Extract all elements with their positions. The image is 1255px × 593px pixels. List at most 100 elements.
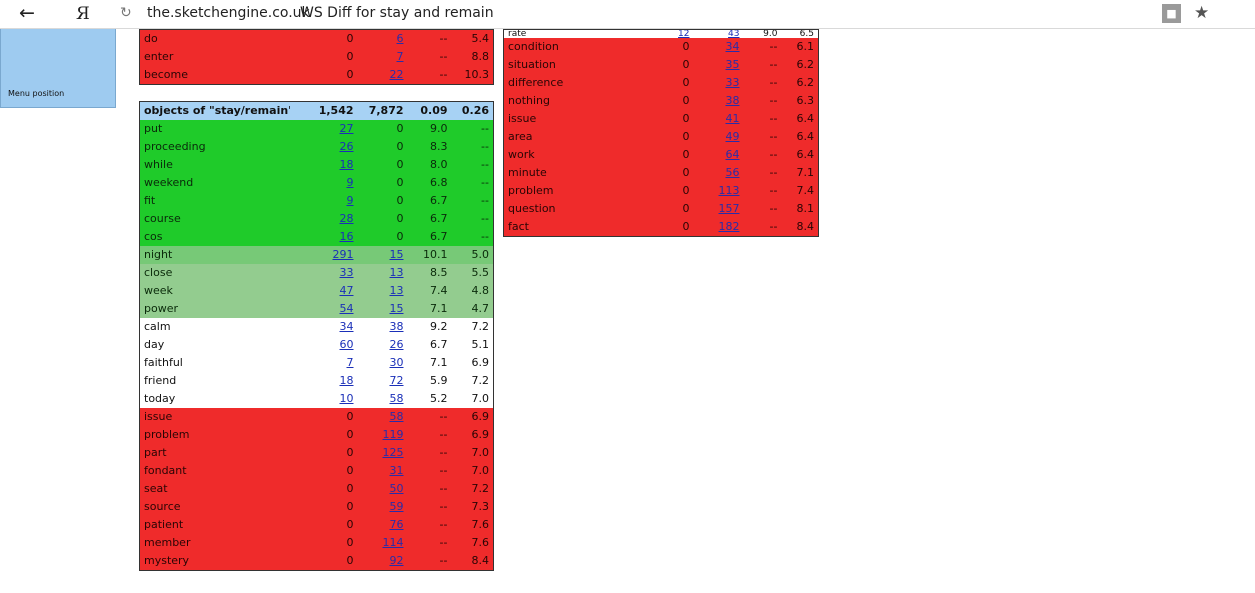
row-count-2[interactable]: 15	[357, 246, 408, 264]
row-count-1[interactable]: 27	[289, 120, 358, 138]
row-count-2[interactable]: 43	[693, 29, 744, 39]
row-count-2[interactable]: 72	[357, 372, 408, 390]
row-count-1-link[interactable]: 28	[339, 212, 354, 225]
row-count-1[interactable]: 34	[289, 318, 358, 336]
row-count-1[interactable]: 47	[289, 282, 358, 300]
row-count-1-link[interactable]: 33	[339, 266, 354, 279]
row-count-2[interactable]: 13	[357, 282, 408, 300]
row-count-2-link[interactable]: 31	[389, 464, 404, 477]
row-count-1-link[interactable]: 291	[332, 248, 354, 261]
row-count-1[interactable]: 60	[289, 336, 358, 354]
row-count-2-link[interactable]: 58	[389, 392, 404, 405]
row-count-2-link[interactable]: 49	[725, 130, 740, 143]
row-count-2[interactable]: 30	[357, 354, 408, 372]
row-count-2[interactable]: 58	[357, 408, 408, 426]
row-count-2[interactable]: 113	[693, 182, 744, 200]
row-count-2-link[interactable]: 59	[389, 500, 404, 513]
row-count-2[interactable]: 26	[357, 336, 408, 354]
row-count-1[interactable]: 9	[289, 192, 358, 210]
row-count-2-link[interactable]: 182	[718, 220, 740, 233]
row-count-1-link[interactable]: 60	[339, 338, 354, 351]
row-count-2-link[interactable]: 125	[382, 446, 404, 459]
row-count-2-link[interactable]: 64	[725, 148, 740, 161]
row-count-1[interactable]: 291	[289, 246, 358, 264]
row-count-2-link[interactable]: 113	[718, 184, 740, 197]
row-count-1-link[interactable]: 16	[339, 230, 354, 243]
row-count-2-link[interactable]: 22	[389, 68, 404, 81]
row-count-2[interactable]: 35	[693, 56, 744, 74]
row-count-2-link[interactable]: 15	[389, 248, 404, 261]
row-count-2-link[interactable]: 33	[725, 76, 740, 89]
row-count-2-link[interactable]: 35	[725, 58, 740, 71]
row-count-2[interactable]: 119	[357, 426, 408, 444]
row-count-2-link[interactable]: 38	[725, 94, 740, 107]
row-count-1[interactable]: 7	[289, 354, 358, 372]
row-count-1[interactable]: 26	[289, 138, 358, 156]
row-count-2[interactable]: 15	[357, 300, 408, 318]
row-count-2[interactable]: 6	[357, 29, 408, 48]
row-count-2[interactable]: 114	[357, 534, 408, 552]
row-count-1[interactable]: 54	[289, 300, 358, 318]
reload-icon[interactable]: ↻	[120, 5, 132, 21]
row-count-2[interactable]: 125	[357, 444, 408, 462]
row-count-2-link[interactable]: 7	[396, 50, 404, 63]
row-count-2[interactable]: 41	[693, 110, 744, 128]
row-count-2-link[interactable]: 38	[389, 320, 404, 333]
row-count-1[interactable]: 33	[289, 264, 358, 282]
row-count-2-link[interactable]: 119	[382, 428, 404, 441]
row-count-1-link[interactable]: 9	[346, 194, 354, 207]
row-count-2[interactable]: 58	[357, 390, 408, 408]
row-count-2[interactable]: 22	[357, 66, 408, 85]
address-bar-url[interactable]: the.sketchengine.co.uk	[147, 5, 310, 21]
row-count-2[interactable]: 59	[357, 498, 408, 516]
row-count-1-link[interactable]: 47	[339, 284, 354, 297]
row-count-2[interactable]: 38	[693, 92, 744, 110]
row-count-2[interactable]: 157	[693, 200, 744, 218]
row-count-1[interactable]: 12	[643, 29, 694, 39]
row-count-1[interactable]: 18	[289, 372, 358, 390]
row-count-2-link[interactable]: 157	[718, 202, 740, 215]
row-count-1-link[interactable]: 10	[339, 392, 354, 405]
row-count-2[interactable]: 49	[693, 128, 744, 146]
row-count-2[interactable]: 50	[357, 480, 408, 498]
row-count-1-link[interactable]: 54	[339, 302, 354, 315]
row-count-1-link[interactable]: 34	[339, 320, 354, 333]
row-count-2[interactable]: 56	[693, 164, 744, 182]
row-count-2-link[interactable]: 6	[396, 32, 404, 45]
row-count-2-link[interactable]: 26	[389, 338, 404, 351]
row-count-1-link[interactable]: 9	[346, 176, 354, 189]
row-count-2-link[interactable]: 92	[389, 554, 404, 567]
row-count-1[interactable]: 9	[289, 174, 358, 192]
row-count-1-link[interactable]: 27	[339, 122, 354, 135]
row-count-2[interactable]: 33	[693, 74, 744, 92]
row-count-2-link[interactable]: 13	[389, 284, 404, 297]
row-count-1-link[interactable]: 12	[678, 29, 690, 39]
row-count-1[interactable]: 16	[289, 228, 358, 246]
row-count-2[interactable]: 7	[357, 48, 408, 66]
row-count-2-link[interactable]: 13	[389, 266, 404, 279]
row-count-2[interactable]: 34	[693, 38, 744, 56]
row-count-2-link[interactable]: 43	[728, 29, 740, 39]
bookmark-star-icon[interactable]: ★	[1194, 3, 1210, 23]
row-count-2-link[interactable]: 76	[389, 518, 404, 531]
row-count-2[interactable]: 76	[357, 516, 408, 534]
row-count-2-link[interactable]: 30	[389, 356, 404, 369]
row-count-1-link[interactable]: 18	[339, 374, 354, 387]
row-count-1-link[interactable]: 26	[339, 140, 354, 153]
row-count-2[interactable]: 182	[693, 218, 744, 237]
back-arrow-icon[interactable]: ←	[19, 2, 35, 24]
row-count-2[interactable]: 31	[357, 462, 408, 480]
row-count-1[interactable]: 28	[289, 210, 358, 228]
row-count-1[interactable]: 10	[289, 390, 358, 408]
row-count-2-link[interactable]: 34	[725, 40, 740, 53]
row-count-1-link[interactable]: 7	[346, 356, 354, 369]
row-count-2-link[interactable]: 58	[389, 410, 404, 423]
row-count-2-link[interactable]: 50	[389, 482, 404, 495]
lock-icon[interactable]: ■	[1162, 4, 1181, 23]
row-count-2-link[interactable]: 72	[389, 374, 404, 387]
row-count-2[interactable]: 92	[357, 552, 408, 571]
row-count-2-link[interactable]: 114	[382, 536, 404, 549]
row-count-1-link[interactable]: 18	[339, 158, 354, 171]
row-count-2-link[interactable]: 56	[725, 166, 740, 179]
menu-panel[interactable]: Menu position	[0, 29, 116, 108]
